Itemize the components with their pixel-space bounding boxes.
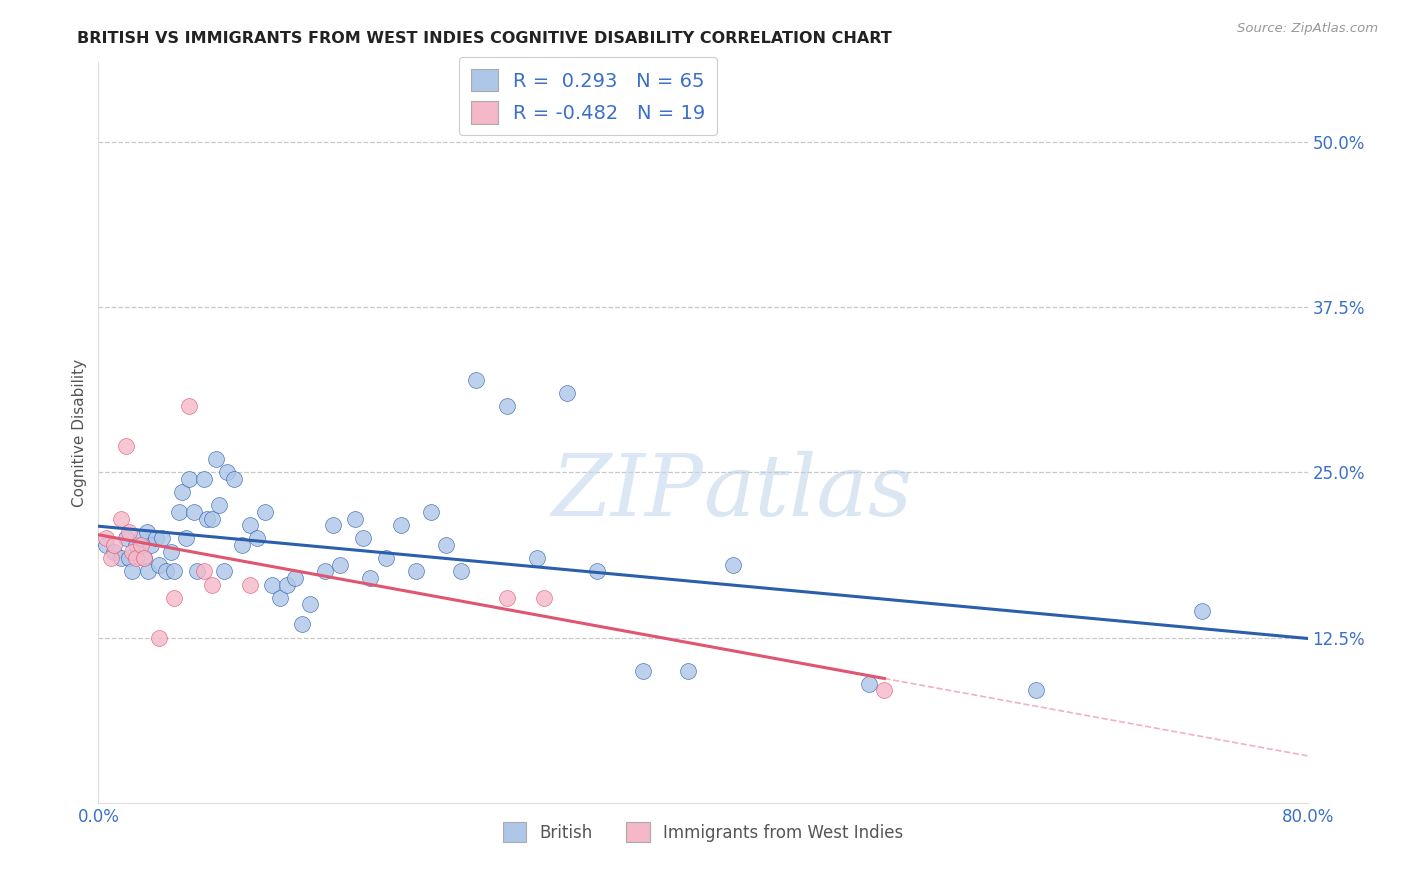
Point xyxy=(533,591,555,605)
Point xyxy=(224,472,246,486)
Legend: British, Immigrants from West Indies: British, Immigrants from West Indies xyxy=(495,814,911,850)
Point xyxy=(314,565,336,579)
Point xyxy=(103,544,125,558)
Point xyxy=(215,465,238,479)
Point xyxy=(858,677,880,691)
Point xyxy=(193,472,215,486)
Point xyxy=(262,577,284,591)
Point xyxy=(201,577,224,591)
Point xyxy=(1024,683,1046,698)
Point xyxy=(129,532,152,546)
Point xyxy=(129,538,152,552)
Point xyxy=(352,532,374,546)
Point xyxy=(329,558,352,572)
Point xyxy=(193,565,215,579)
Point xyxy=(253,505,276,519)
Point xyxy=(269,591,291,605)
Text: BRITISH VS IMMIGRANTS FROM WEST INDIES COGNITIVE DISABILITY CORRELATION CHART: BRITISH VS IMMIGRANTS FROM WEST INDIES C… xyxy=(77,31,891,46)
Point xyxy=(246,532,269,546)
Point xyxy=(125,551,148,566)
Point xyxy=(322,518,344,533)
Point xyxy=(163,565,186,579)
Point xyxy=(186,565,208,579)
Point xyxy=(239,518,262,533)
Point xyxy=(132,551,155,566)
Point xyxy=(201,511,224,525)
Point xyxy=(148,631,170,645)
Point xyxy=(167,505,190,519)
Point xyxy=(141,538,163,552)
Point xyxy=(276,577,298,591)
Point xyxy=(450,565,472,579)
Y-axis label: Cognitive Disability: Cognitive Disability xyxy=(72,359,87,507)
Text: atlas: atlas xyxy=(703,450,912,533)
Point xyxy=(170,485,193,500)
Point xyxy=(145,532,167,546)
Point xyxy=(586,565,609,579)
Point xyxy=(195,511,218,525)
Point xyxy=(163,591,186,605)
Point xyxy=(676,664,699,678)
Point xyxy=(212,565,235,579)
Point xyxy=(405,565,427,579)
Point xyxy=(136,565,159,579)
Point xyxy=(495,591,517,605)
Point xyxy=(389,518,412,533)
Point xyxy=(631,664,654,678)
Point xyxy=(121,565,143,579)
Point xyxy=(723,558,745,572)
Point xyxy=(114,439,136,453)
Point xyxy=(94,538,117,552)
Point xyxy=(135,524,157,539)
Point xyxy=(183,505,205,519)
Point xyxy=(291,617,314,632)
Point xyxy=(174,532,197,546)
Point xyxy=(231,538,253,552)
Point xyxy=(155,565,177,579)
Text: ZIP: ZIP xyxy=(551,450,703,533)
Point xyxy=(299,598,322,612)
Point xyxy=(420,505,443,519)
Point xyxy=(118,551,141,566)
Point xyxy=(344,511,367,525)
Point xyxy=(360,571,382,585)
Point xyxy=(179,399,201,413)
Point xyxy=(873,683,896,698)
Point xyxy=(1191,604,1213,618)
Point xyxy=(495,399,517,413)
Point xyxy=(132,551,155,566)
Point xyxy=(208,499,231,513)
Point xyxy=(284,571,307,585)
Point xyxy=(465,373,488,387)
Point xyxy=(179,472,201,486)
Point xyxy=(526,551,548,566)
Point xyxy=(148,558,170,572)
Point xyxy=(434,538,457,552)
Point xyxy=(160,544,183,558)
Text: Source: ZipAtlas.com: Source: ZipAtlas.com xyxy=(1237,22,1378,36)
Point xyxy=(125,538,148,552)
Point xyxy=(118,524,141,539)
Point xyxy=(100,551,122,566)
Point xyxy=(110,551,132,566)
Point xyxy=(205,452,228,467)
Point xyxy=(239,577,262,591)
Point xyxy=(121,544,143,558)
Point xyxy=(94,532,117,546)
Point xyxy=(110,511,132,525)
Point xyxy=(114,532,136,546)
Point xyxy=(555,386,578,401)
Point xyxy=(150,532,173,546)
Point xyxy=(103,538,125,552)
Point xyxy=(374,551,396,566)
